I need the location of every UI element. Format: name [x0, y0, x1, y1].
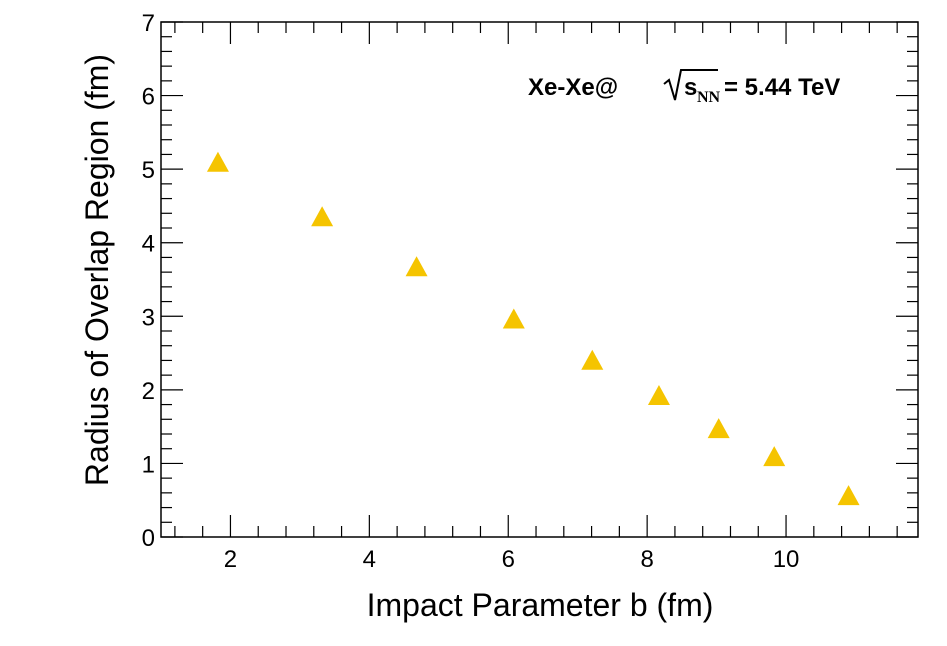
y-tick-label: 7	[142, 10, 155, 37]
data-point-triangle	[763, 446, 786, 467]
annotation-system: Xe-Xe@	[528, 74, 618, 101]
y-tick-labels: 0 1 2 3 4 5 6 7	[142, 10, 155, 552]
data-point-triangle	[837, 485, 860, 506]
x-tick-labels: 2 4 6 8 10	[224, 546, 800, 573]
x-tick-label: 10	[773, 546, 800, 573]
annotation-energy-symbol: s	[684, 74, 697, 101]
y-tick-label: 5	[142, 157, 155, 184]
y-tick-label: 1	[142, 451, 155, 478]
x-tick-label: 2	[224, 546, 237, 573]
data-point-triangle	[707, 418, 730, 439]
y-tick-label: 0	[142, 525, 155, 552]
data-point-triangle	[581, 349, 604, 370]
sqrt-sign-icon	[663, 69, 718, 101]
x-tick-label: 8	[640, 546, 653, 573]
x-tick-label: 4	[363, 546, 376, 573]
data-point-triangle	[311, 206, 334, 227]
energy-annotation: Xe-Xe@ s NN = 5.44 TeV	[528, 69, 840, 106]
data-point-triangle	[502, 308, 525, 329]
annotation-energy-value: = 5.44 TeV	[724, 74, 840, 101]
data-point-triangle	[405, 256, 428, 277]
data-point-triangle	[647, 385, 670, 406]
y-tick-label: 3	[142, 304, 155, 331]
y-axis-title: Radius of Overlap Region (fm)	[79, 54, 115, 486]
y-tick-label: 2	[142, 378, 155, 405]
annotation-energy-subscript: NN	[697, 89, 721, 106]
data-point-triangle	[206, 151, 229, 172]
axis-ticks	[161, 21, 918, 538]
plot-border	[160, 21, 919, 538]
x-tick-label: 6	[502, 546, 515, 573]
data-points	[206, 151, 860, 506]
x-axis-title: Impact Parameter b (fm)	[367, 587, 714, 623]
y-tick-label: 4	[142, 231, 155, 258]
y-tick-label: 6	[142, 84, 155, 111]
plot-frame	[160, 21, 919, 538]
